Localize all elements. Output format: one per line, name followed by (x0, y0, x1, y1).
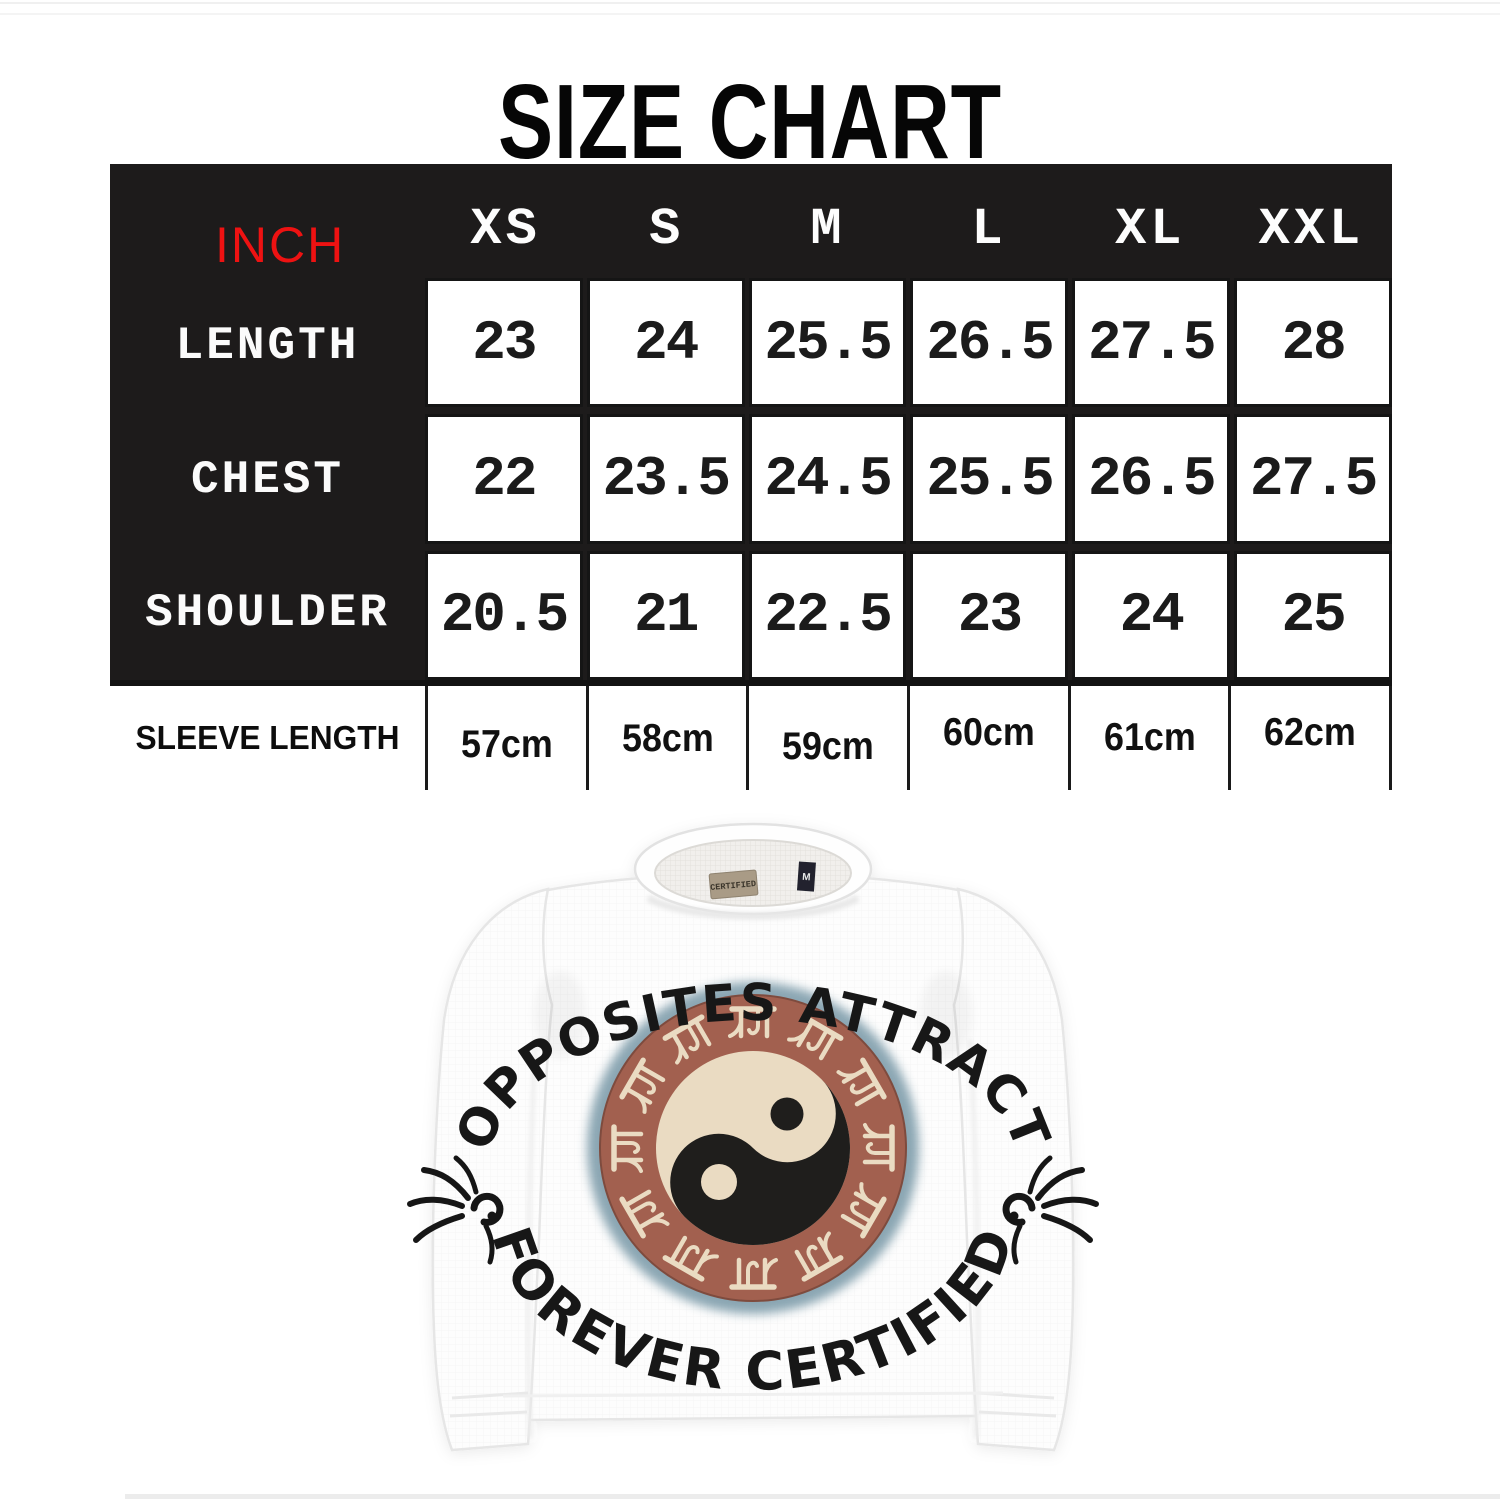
sleeve-m: 59cm (746, 686, 907, 790)
sleeve-value: 58cm (621, 717, 714, 760)
cell-length-xs: 23 (425, 278, 583, 408)
measurement-grid: 23 24 25.5 26.5 27.5 28 22 23.5 24.5 25.… (425, 278, 1392, 680)
cell-shoulder-xl: 24 (1072, 550, 1231, 680)
size-header-xs: XS (470, 199, 541, 259)
sleeve-value: 59cm (782, 725, 875, 768)
yin-dot-black (770, 1097, 804, 1131)
cell-length-xxl: 28 (1234, 278, 1392, 408)
sleeve-value: 57cm (460, 723, 553, 766)
size-header-l: L (971, 199, 1007, 259)
sleeve-value: 60cm (942, 711, 1035, 754)
neck-size-tag (796, 861, 816, 892)
cell-chest-xl: 26.5 (1072, 414, 1231, 544)
yin-yang (656, 1051, 850, 1245)
sleeve-length-label: SLEEVE LENGTH (135, 719, 400, 756)
shirt-sleeve-left (431, 887, 554, 1452)
neck-label (708, 869, 759, 900)
cell-chest-m: 24.5 (748, 414, 907, 544)
cell-length-xl: 27.5 (1072, 278, 1231, 408)
cell-chest-xs: 22 (425, 414, 583, 544)
cell-length-s: 24 (586, 278, 745, 408)
sleeve-xl: 61cm (1067, 686, 1229, 790)
size-header-xxl: XXL (1258, 199, 1365, 259)
page-title: SIZE CHART (498, 63, 1002, 181)
cell-chest-s: 23.5 (586, 414, 745, 544)
neck-size-tag-text: M (802, 872, 811, 884)
neck-label-text: CERTIFIED (710, 879, 757, 893)
row-label-shoulder: SHOULDER (145, 587, 390, 639)
cell-shoulder-l: 23 (910, 550, 1069, 680)
unit-label: INCH (215, 217, 346, 273)
cell-length-m: 25.5 (748, 278, 907, 408)
sleeve-value: 61cm (1103, 716, 1196, 759)
sleeve-xxl: 62cm (1228, 686, 1393, 790)
size-header-m: M (810, 199, 846, 259)
size-header-s: S (649, 199, 685, 259)
row-label-chest: CHEST (190, 453, 345, 506)
cell-chest-l: 25.5 (910, 414, 1069, 544)
yang-dot-cream (701, 1164, 737, 1200)
cell-shoulder-s: 21 (586, 550, 745, 680)
cell-shoulder-xs: 20.5 (425, 550, 583, 680)
cell-chest-xxl: 27.5 (1234, 414, 1392, 544)
size-header-row: XS S M L XL XXL (425, 164, 1392, 276)
size-header-xl: XL (1115, 199, 1186, 259)
shirt-sleeve-right (952, 887, 1075, 1452)
size-table: INCH XS S M L XL XXL LENGTH CHEST SHOULD… (110, 164, 1392, 680)
cell-shoulder-m: 22.5 (748, 550, 907, 680)
sleeve-s: 58cm (585, 686, 747, 790)
sleeve-l: 60cm (907, 686, 1068, 790)
row-label-length: LENGTH (175, 319, 360, 372)
cell-length-l: 26.5 (910, 278, 1069, 408)
sleeve-value: 62cm (1264, 711, 1357, 754)
sleeve-xs: 57cm (425, 686, 586, 790)
sleeve-length-row: SLEEVE LENGTH 57cm 58cm 59cm 60cm 61cm 6… (110, 680, 1393, 790)
cell-shoulder-xxl: 25 (1234, 550, 1392, 680)
